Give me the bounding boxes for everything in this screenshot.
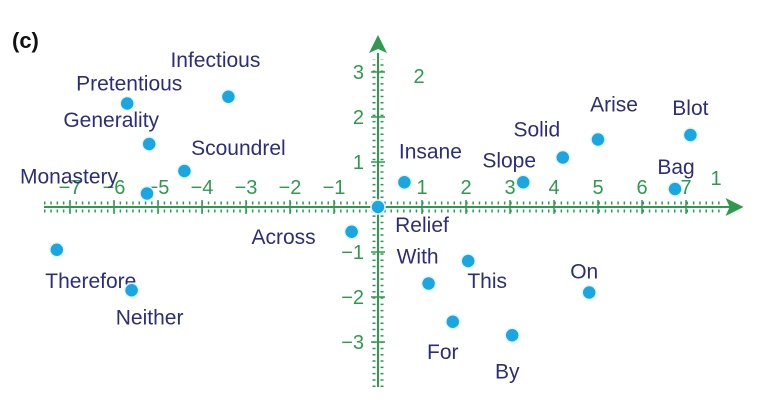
data-label: Bag [657, 156, 694, 179]
data-label: Monastery [20, 166, 119, 189]
data-label: By [495, 360, 520, 383]
x-axis-end-label: 1 [710, 168, 721, 190]
y-axis-end-label: 2 [413, 66, 424, 88]
data-point [667, 181, 683, 197]
data-label: Blot [672, 97, 708, 120]
data-point [343, 224, 360, 240]
y-tick-label: 1 [353, 152, 364, 174]
data-point [460, 253, 476, 269]
data-point [396, 174, 413, 190]
y-axis-arrow [369, 35, 387, 53]
x-tick-label: −7 [59, 177, 82, 199]
data-label: Pretentious [76, 73, 182, 96]
data-point [119, 95, 135, 112]
data-label: Relief [395, 214, 449, 237]
x-tick-label: −3 [235, 177, 258, 199]
y-tick-label: 2 [353, 107, 364, 129]
data-point [49, 242, 65, 258]
x-tick-label: −1 [323, 177, 346, 199]
data-point [590, 131, 606, 148]
data-label: Therefore [45, 270, 136, 293]
data-point [139, 185, 155, 202]
y-tick-label: −2 [341, 287, 364, 309]
data-label: Arise [590, 94, 638, 117]
y-tick-label: 3 [353, 62, 364, 84]
y-tick-label: −1 [341, 242, 364, 264]
data-point [445, 314, 461, 330]
data-label: Slope [482, 149, 536, 172]
data-point [555, 149, 571, 166]
data-label: Infectious [170, 49, 260, 72]
x-tick-label: 3 [504, 177, 515, 199]
x-axis-arrow [725, 198, 744, 216]
data-point [176, 163, 193, 179]
x-tick-label: 2 [460, 177, 471, 199]
data-label: This [467, 270, 507, 293]
data-label: On [570, 261, 598, 284]
x-tick-label: −6 [103, 177, 126, 199]
x-tick-label: −2 [279, 177, 302, 199]
data-label: Scoundrel [191, 137, 286, 160]
x-tick-label: 5 [592, 177, 603, 199]
data-label: With [397, 246, 439, 269]
data-point [141, 136, 157, 152]
data-point [370, 199, 386, 215]
data-point [220, 89, 237, 105]
data-label: Generality [63, 109, 159, 132]
data-label: Solid [513, 119, 560, 142]
y-tick-label: −3 [341, 332, 364, 354]
x-tick-label: 4 [548, 177, 559, 199]
data-label: Insane [399, 140, 462, 163]
panel-label: (c) [12, 28, 39, 53]
data-label: Across [252, 226, 316, 249]
x-tick-label: 1 [416, 177, 427, 199]
data-label: Neither [116, 306, 184, 329]
data-point [420, 275, 437, 292]
data-point [581, 284, 597, 301]
data-point [123, 282, 140, 298]
data-point [682, 127, 699, 143]
x-tick-label: 6 [636, 177, 647, 199]
x-tick-label: −4 [191, 177, 214, 199]
data-point [504, 327, 520, 343]
x-tick-label: 7 [680, 177, 691, 199]
data-point [515, 174, 531, 190]
data-label: For [427, 341, 459, 364]
